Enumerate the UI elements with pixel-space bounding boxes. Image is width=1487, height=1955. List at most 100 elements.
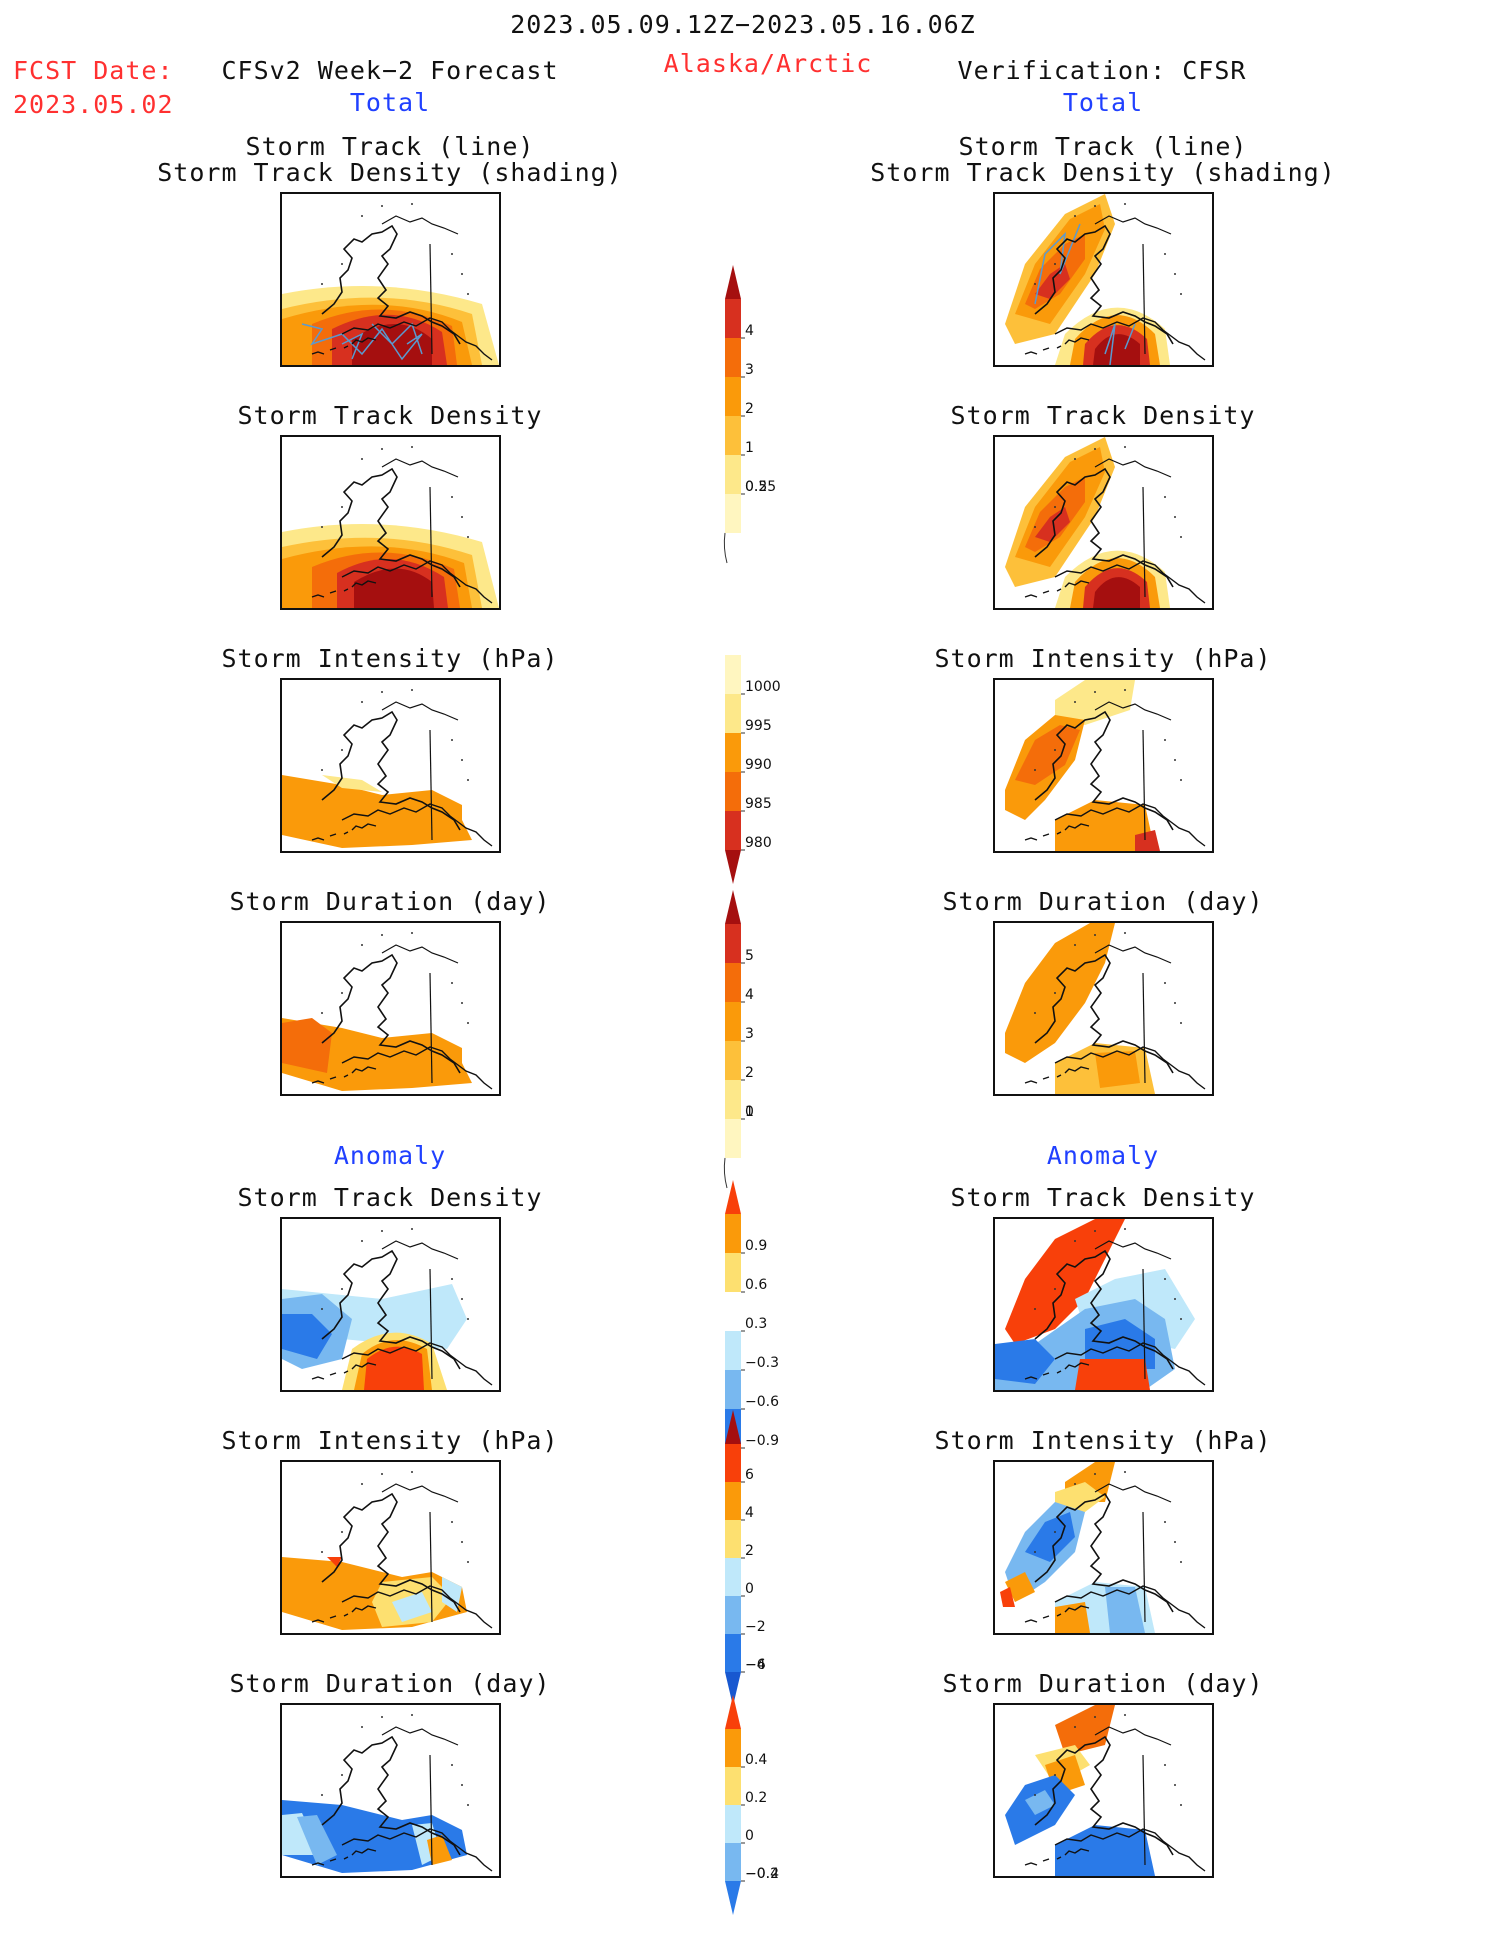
right-anomaly-duration-map <box>993 1703 1214 1878</box>
total-density-label: 0.25 <box>745 479 776 495</box>
anomaly-density-segment <box>725 1214 741 1253</box>
total-duration-segment <box>725 1119 741 1158</box>
total-intensity-label: 990 <box>745 757 772 773</box>
left-track-line-title: Storm Track (line) <box>245 132 535 161</box>
anomaly-duration-label: −0.2 <box>745 1866 779 1882</box>
anomaly-duration-label: 0.4 <box>745 1752 767 1768</box>
total-intensity-segment <box>725 694 741 733</box>
anomaly-intensity-colorbar: 6 4 2 0 −2 −4−6 <box>725 1410 766 1706</box>
total-density-segment <box>725 416 741 455</box>
right-anomaly-intensity-map <box>993 1460 1214 1635</box>
left-intensity-title: Storm Intensity (hPa) <box>221 644 559 673</box>
right-intensity-map <box>993 678 1214 853</box>
right-intensity-title: Storm Intensity (hPa) <box>934 644 1272 673</box>
total-duration-label: 3 <box>745 1026 754 1042</box>
total-duration-segment <box>725 963 741 1002</box>
total-duration-label: 2 <box>745 1065 754 1081</box>
total-intensity-segment <box>725 811 741 850</box>
total-density-segment <box>725 299 741 338</box>
left-track-shading-title: Storm Track Density (shading) <box>157 158 623 187</box>
left-duration-map <box>280 921 501 1096</box>
anomaly-density-segment <box>725 1370 741 1409</box>
forecast-title: CFSv2 Week−2 Forecast <box>221 56 559 85</box>
anomaly-density-segment <box>725 1331 741 1370</box>
total-intensity-segment <box>725 733 741 772</box>
anomaly-intensity-label: −2 <box>745 1619 766 1635</box>
anomaly-duration-segment <box>725 1805 741 1843</box>
date-range-title: 2023.05.09.12Z−2023.05.16.06Z <box>510 10 976 39</box>
total-intensity-colorbar: 1000 995 990 985 980 <box>725 655 781 884</box>
anomaly-duration-label: 0.2 <box>745 1790 767 1806</box>
total-duration-tail <box>723 1157 728 1189</box>
anomaly-density-segment <box>725 1292 741 1331</box>
total-duration-label: 4 <box>745 987 754 1003</box>
total-intensity-label: 980 <box>745 835 772 851</box>
left-anomaly-duration-map <box>280 1703 501 1878</box>
anomaly-density-label: −0.3 <box>745 1355 779 1371</box>
fcst-date-label: FCST Date: <box>13 56 174 85</box>
left-storm-track-map <box>280 192 501 367</box>
anomaly-duration-label: −0.4 <box>745 1866 779 1882</box>
anomaly-intensity-segment <box>725 1482 741 1520</box>
total-density-label: 3 <box>745 362 754 378</box>
anomaly-intensity-label: 2 <box>745 1543 754 1559</box>
region-label: Alaska/Arctic <box>663 49 873 78</box>
right-track-density-title: Storm Track Density <box>950 401 1256 430</box>
anomaly-duration-colorbar: 0.4 0.2 0 −0.2−0.4 <box>725 1695 779 1915</box>
left-anomaly-density-title: Storm Track Density <box>237 1183 543 1212</box>
left-duration-title: Storm Duration (day) <box>229 887 551 916</box>
total-density-segment <box>725 377 741 416</box>
total-duration-segment <box>725 924 741 963</box>
total-duration-colorbar: 5 4 3 2 10 <box>723 890 754 1189</box>
anomaly-intensity-segment <box>725 1634 741 1672</box>
total-density-tail <box>723 532 728 564</box>
anomaly-intensity-label: 0 <box>745 1581 754 1597</box>
left-total-label: Total <box>349 88 431 117</box>
total-density-label: 0.5 <box>745 479 767 495</box>
right-storm-track-map <box>993 192 1214 367</box>
total-duration-segment <box>725 1002 741 1041</box>
right-anomaly-density-map <box>993 1217 1214 1392</box>
anomaly-intensity-label: 6 <box>745 1467 754 1483</box>
total-intensity-segment <box>725 655 741 694</box>
left-anomaly-label: Anomaly <box>333 1141 447 1170</box>
total-density-label: 1 <box>745 440 754 456</box>
anomaly-density-label: −0.6 <box>745 1394 779 1410</box>
total-density-colorbar: 4 3 2 1 0.50.25 <box>723 265 776 564</box>
anomaly-intensity-label: −4 <box>745 1657 766 1673</box>
total-density-top-triangle <box>725 265 741 299</box>
total-density-segment <box>725 455 741 494</box>
anomaly-duration-segment <box>725 1843 741 1881</box>
verification-title: Verification: CFSR <box>957 56 1247 85</box>
right-anomaly-label: Anomaly <box>1046 1141 1160 1170</box>
anomaly-density-segment <box>725 1253 741 1292</box>
total-duration-label: 1 <box>745 1104 754 1120</box>
total-intensity-label: 1000 <box>745 679 781 695</box>
total-intensity-segment <box>725 772 741 811</box>
left-anomaly-density-map <box>280 1217 501 1392</box>
right-anomaly-intensity-title: Storm Intensity (hPa) <box>934 1426 1272 1455</box>
right-duration-map <box>993 921 1214 1096</box>
anomaly-density-label: −0.9 <box>745 1433 779 1449</box>
anomaly-density-label: 0.9 <box>745 1238 767 1254</box>
left-track-density-map <box>280 435 501 610</box>
anomaly-duration-top-triangle <box>725 1695 741 1729</box>
right-track-line-title: Storm Track (line) <box>958 132 1248 161</box>
right-track-shading-title: Storm Track Density (shading) <box>870 158 1336 187</box>
total-intensity-label: 995 <box>745 718 772 734</box>
left-intensity-map <box>280 678 501 853</box>
left-anomaly-intensity-title: Storm Intensity (hPa) <box>221 1426 559 1455</box>
total-intensity-bottom-triangle <box>725 850 741 884</box>
right-anomaly-duration-title: Storm Duration (day) <box>942 1669 1264 1698</box>
fcst-date-value: 2023.05.02 <box>13 90 174 119</box>
total-duration-top-triangle <box>725 890 741 924</box>
left-track-density-title: Storm Track Density <box>237 401 543 430</box>
left-anomaly-duration-title: Storm Duration (day) <box>229 1669 551 1698</box>
total-duration-segment <box>725 1080 741 1119</box>
anomaly-duration-bottom-triangle <box>725 1881 741 1915</box>
right-total-label: Total <box>1062 88 1144 117</box>
total-duration-label: 5 <box>745 948 754 964</box>
right-anomaly-density-title: Storm Track Density <box>950 1183 1256 1212</box>
anomaly-density-top-triangle <box>725 1180 741 1214</box>
anomaly-duration-segment <box>725 1767 741 1805</box>
